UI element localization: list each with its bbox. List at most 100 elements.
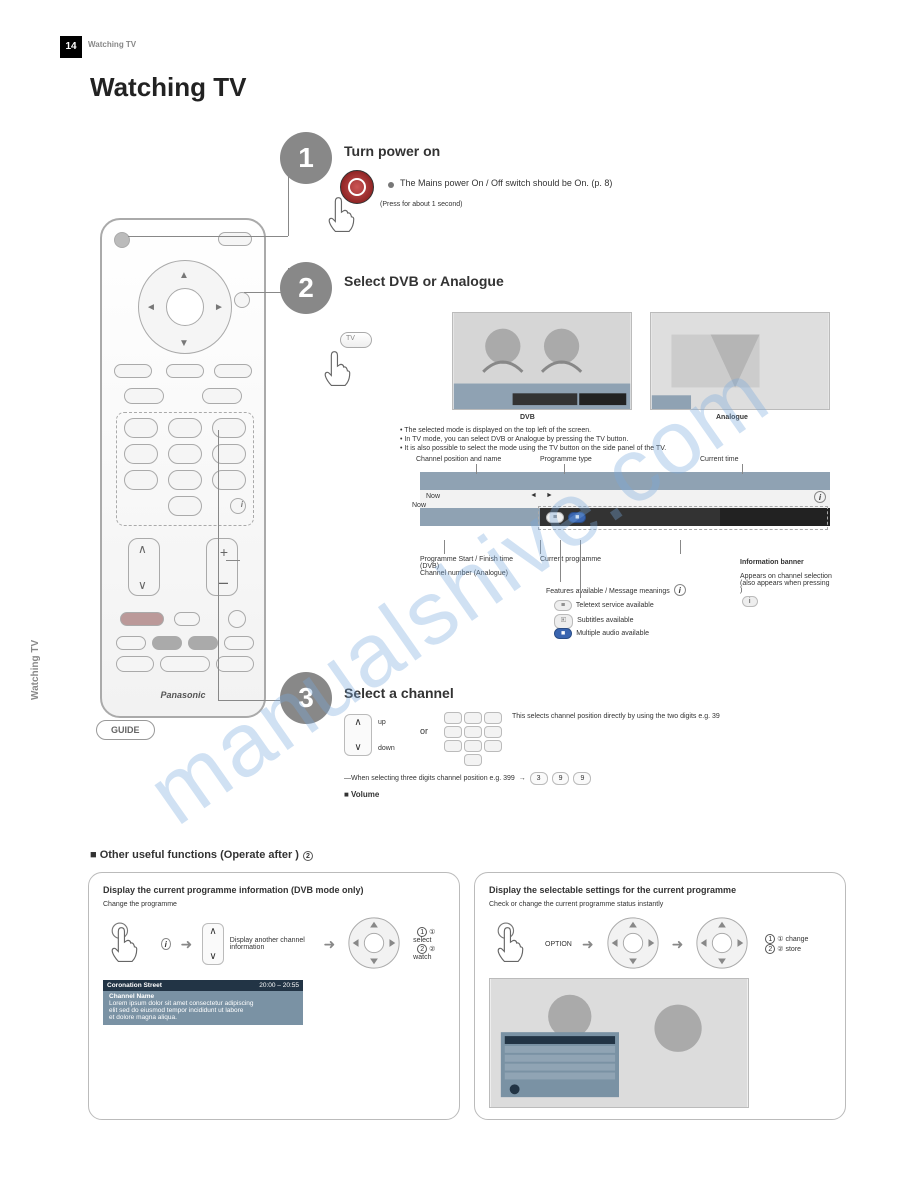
guide-pill: GUIDE	[96, 720, 155, 740]
plus-icon: +	[220, 544, 228, 560]
btn	[114, 364, 152, 378]
up-label: up	[378, 718, 386, 727]
arrow-icon: ➜	[181, 936, 193, 953]
lbl-feature: Features available / Message meanings i	[546, 584, 686, 596]
leader-line	[226, 560, 240, 561]
step-1-bullet: The Mains power On / Off switch should b…	[400, 178, 700, 190]
chevron-down-icon: ▼	[179, 338, 189, 349]
osd-panel: Coronation Street 20:00 – 20:55 Channel …	[103, 980, 303, 1025]
btn	[116, 636, 146, 650]
side-tab: Watching TV	[30, 640, 41, 700]
step-2-title: Select DVB or Analogue	[344, 272, 504, 290]
key-7	[124, 470, 158, 490]
option-label: OPTION	[545, 941, 572, 948]
channel-updown-icon	[202, 923, 223, 965]
chevron-right-icon: ►	[214, 302, 224, 313]
keypad-note: This selects channel position directly b…	[512, 712, 812, 721]
dpad-icon	[604, 914, 662, 974]
leader-line	[218, 430, 219, 700]
arrow-icon: ➜	[323, 936, 335, 953]
box-check-info: Display the current programme informatio…	[88, 872, 460, 1120]
channel-updown-icon	[344, 714, 372, 756]
step-2-badge: 2	[280, 262, 332, 314]
lbl-pos-name: Channel position and name	[416, 456, 526, 463]
lbl-now: Now	[412, 502, 426, 509]
btn	[214, 364, 252, 378]
key-0	[168, 496, 202, 516]
step-1-title: Turn power on	[344, 142, 440, 160]
btn	[124, 388, 164, 404]
info-button-icon: i	[161, 938, 171, 950]
teletext-badge: ≡■	[544, 512, 588, 523]
info-icon-banner: i	[814, 491, 826, 503]
hand-icon	[316, 344, 362, 392]
minus-icon: –	[218, 572, 228, 593]
btn	[202, 388, 242, 404]
screenshot-analogue	[650, 312, 830, 410]
hand-icon	[320, 190, 366, 238]
screenshot-option-overlay	[489, 978, 749, 1108]
other-heading: ■ Other useful functions (Operate after …	[90, 848, 313, 862]
dpad-icon	[345, 914, 403, 974]
lbl-other-channel: Display another channel information	[230, 937, 314, 951]
nav-right-icon: ►	[546, 492, 553, 499]
step2-note-1: The selected mode is displayed on the to…	[404, 427, 591, 434]
or-label: or	[420, 726, 428, 738]
dpad-center	[166, 288, 204, 326]
lbl-banner-hint: Information banner Appears on channel se…	[740, 552, 840, 607]
chevron-up-icon: ∧	[138, 542, 147, 556]
bullet-dot	[388, 182, 394, 188]
step2-note-2: In TV mode, you can select DVB or Analog…	[404, 436, 628, 443]
down-label: down	[378, 744, 395, 753]
step2-note-3: It is also possible to select the mode u…	[404, 445, 666, 452]
btn	[228, 610, 246, 628]
step-3-badge: 3	[280, 672, 332, 724]
tv-mode-button	[218, 232, 252, 246]
lbl-ttx: ≡ Teletext service available	[552, 600, 654, 611]
label-analogue: Analogue	[716, 414, 748, 421]
key-8	[168, 470, 202, 490]
key-1	[124, 418, 158, 438]
step-1-badge: 1	[280, 132, 332, 184]
leader-line	[128, 236, 288, 237]
leader	[580, 540, 581, 598]
arrow-icon: ➜	[672, 936, 684, 953]
option-button	[234, 292, 250, 308]
lbl-type: Programme type	[540, 456, 592, 463]
page: manualshive.com 14 Watching TV Watching …	[0, 0, 918, 1188]
box-right-step-a: Check or change the current programme st…	[489, 901, 831, 908]
change-label: ① change	[777, 936, 808, 943]
box-right-title: Display the selectable settings for the …	[489, 885, 831, 895]
now-label: Now	[426, 493, 440, 500]
colour-red	[120, 612, 164, 626]
running-head: Watching TV	[88, 40, 136, 49]
tv-button-label: TV	[346, 334, 355, 343]
lbl-current-prog: Current programme	[540, 556, 601, 563]
chevron-left-icon: ◄	[146, 302, 156, 313]
leader	[564, 464, 565, 474]
page-title: Watching TV	[90, 72, 246, 103]
leader	[560, 540, 561, 582]
lbl-multiaudio: ■ Multiple audio available	[552, 628, 649, 639]
lbl-current-time: Current time	[700, 456, 739, 463]
label-dvb: DVB	[520, 414, 535, 421]
power-button-icon	[114, 232, 130, 248]
info-icon: i	[241, 500, 243, 509]
btn	[160, 656, 210, 672]
store-label: ② store	[777, 946, 801, 953]
leader	[444, 540, 445, 554]
box-left-title: Display the current programme informatio…	[103, 885, 445, 895]
leader-line	[218, 700, 280, 701]
lbl-time: Programme Start / Finish time (DVB) Chan…	[420, 556, 530, 577]
step-3-title: Select a channel	[344, 684, 454, 702]
box-selectable-settings: Display the selectable settings for the …	[474, 872, 846, 1120]
volume-label: ■ Volume	[344, 790, 379, 800]
dpad-icon	[693, 914, 751, 974]
leader	[476, 464, 477, 474]
btn	[224, 636, 254, 650]
remote-illustration: ▲ ▼ ◄ ► i ∧ ∨ + –	[100, 218, 266, 718]
key-2	[168, 418, 202, 438]
lbl-subs: 🗉 Subtitles available	[552, 614, 634, 629]
screenshot-dvb	[452, 312, 632, 410]
chevron-up-icon: ▲	[179, 270, 189, 281]
